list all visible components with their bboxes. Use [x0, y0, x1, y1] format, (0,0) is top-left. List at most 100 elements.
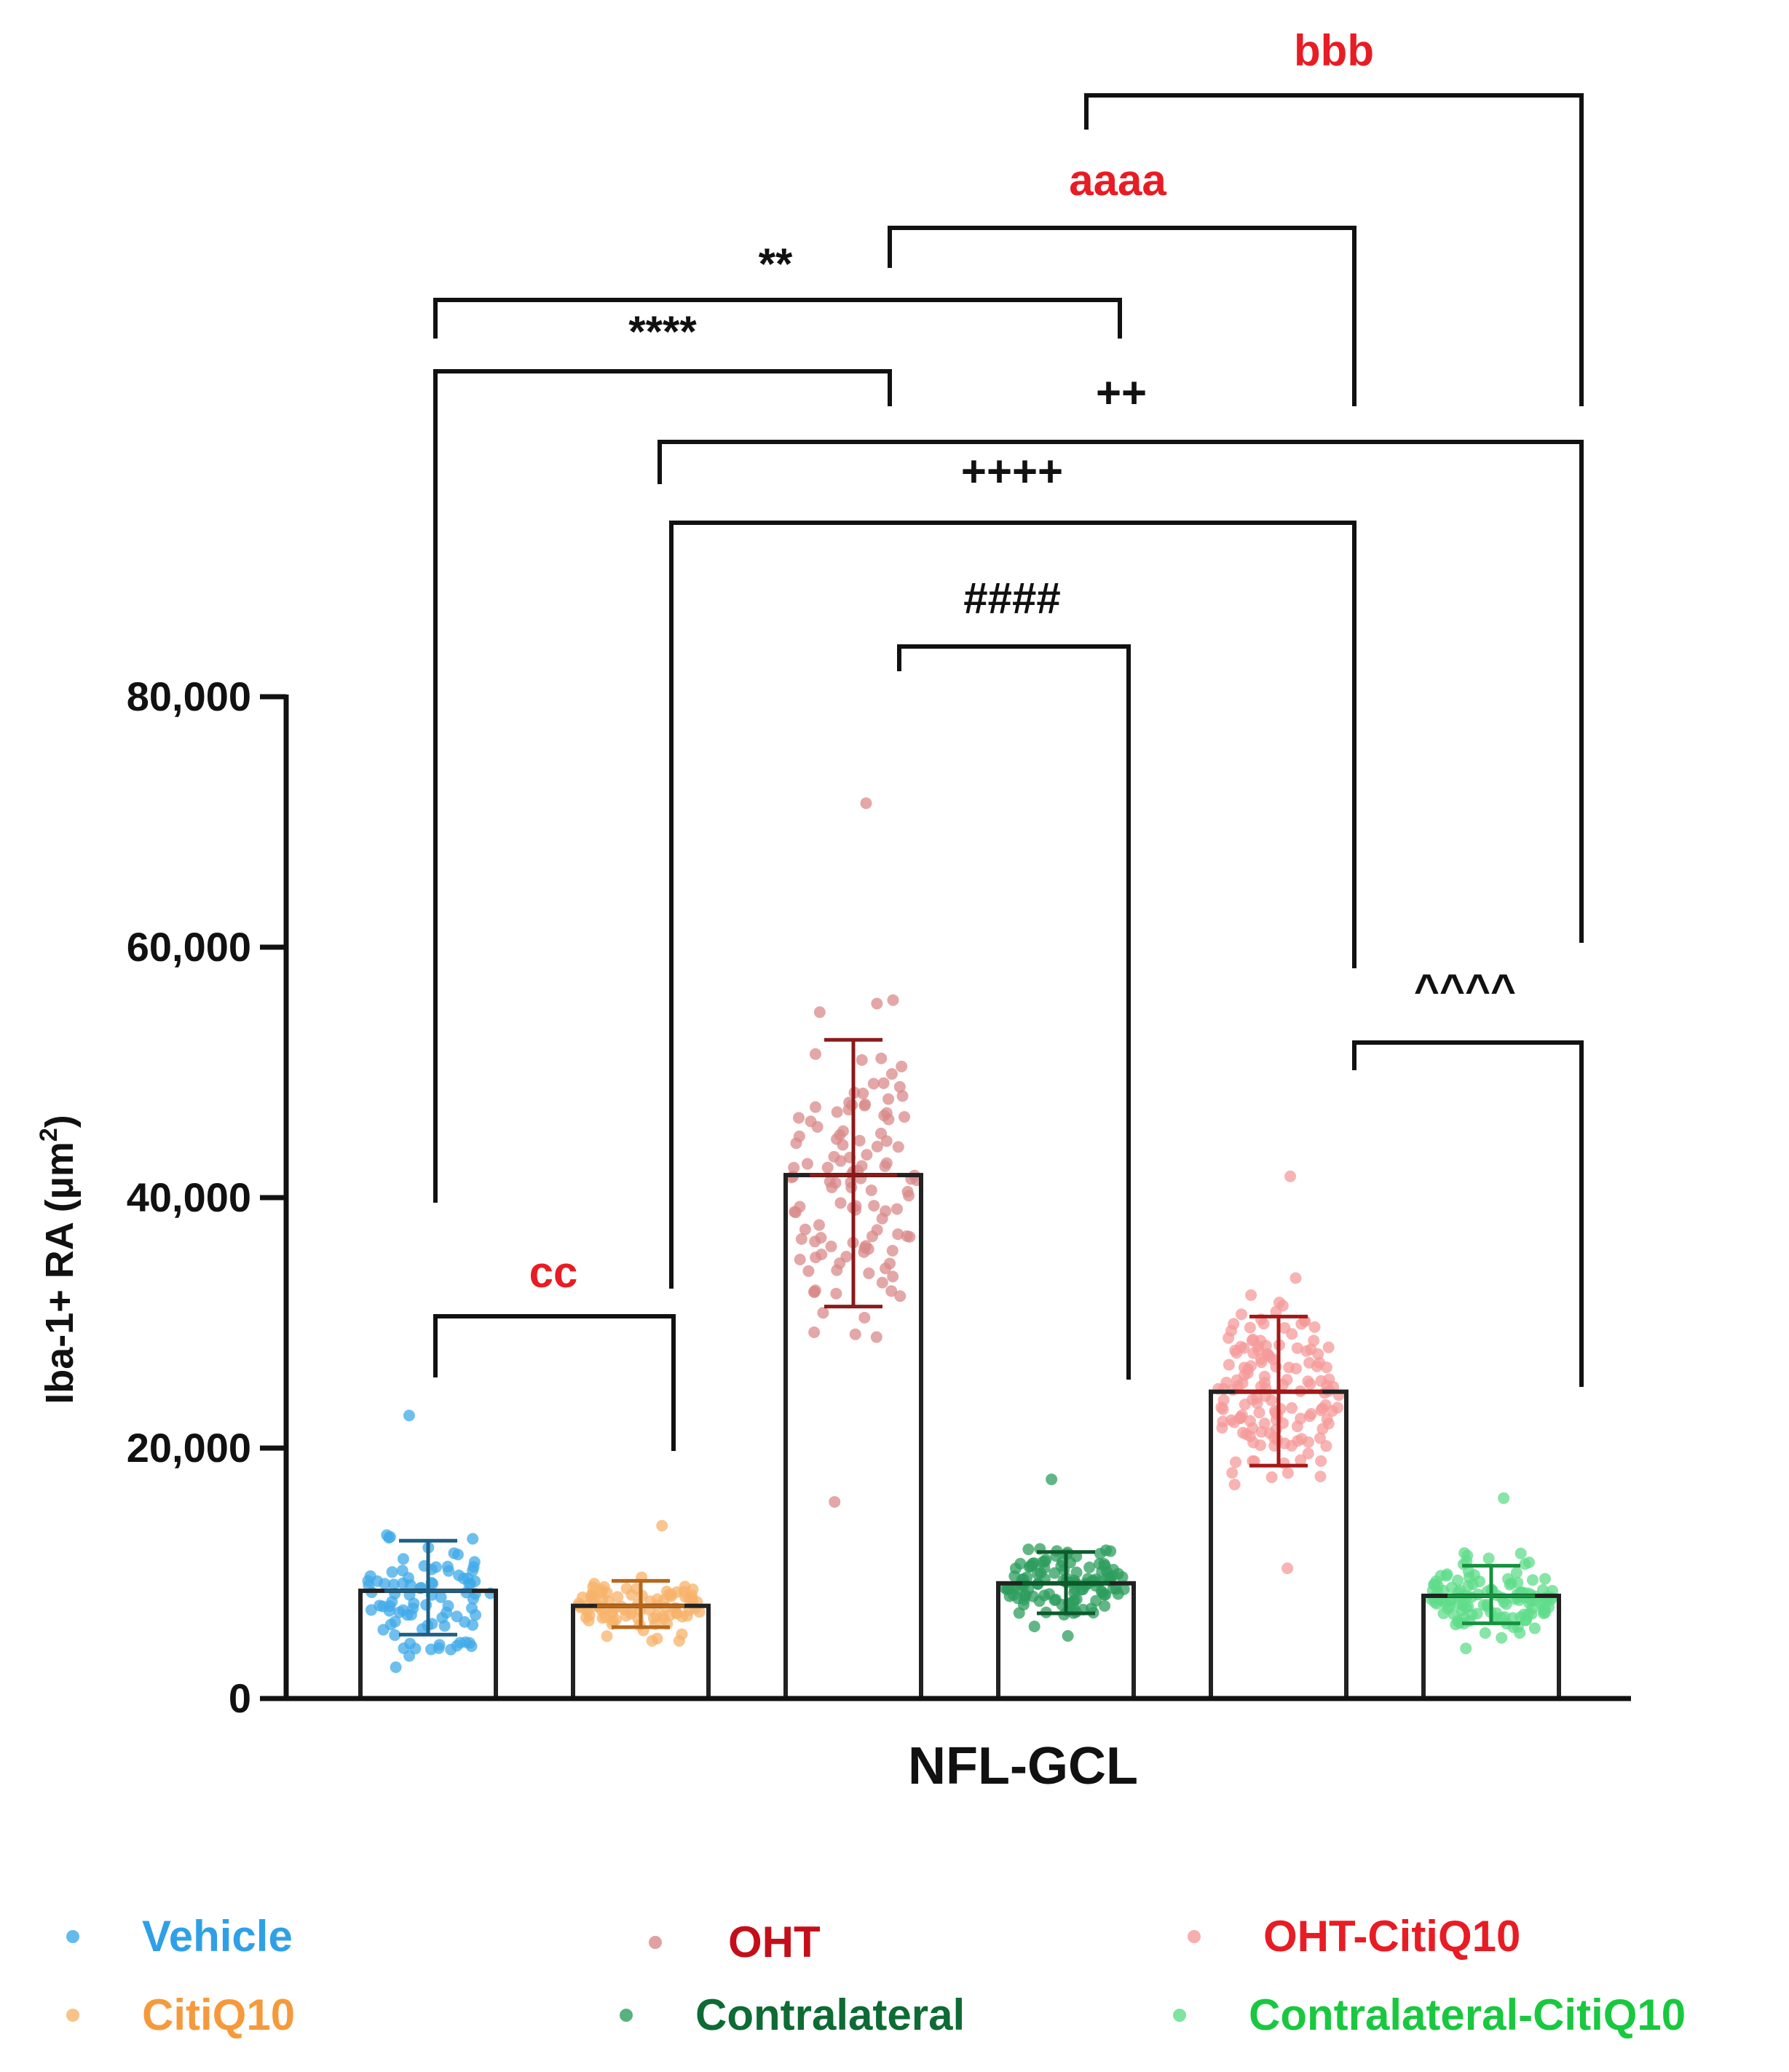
- data-point: [1286, 1328, 1298, 1340]
- data-point: [1239, 1399, 1251, 1411]
- data-point: [390, 1661, 402, 1673]
- significance-bracket: bbb: [1084, 26, 1584, 406]
- data-point: [853, 1134, 866, 1147]
- data-point: [859, 1098, 872, 1110]
- data-point: [892, 1141, 904, 1153]
- data-point: [861, 1149, 873, 1161]
- y-tick-label: 60,000: [127, 924, 251, 970]
- data-point: [845, 1182, 858, 1194]
- data-point: [1496, 1632, 1508, 1644]
- y-axis-label-close: ): [38, 1115, 82, 1128]
- data-point: [1323, 1373, 1335, 1385]
- data-point: [1526, 1574, 1539, 1586]
- legend-item: OHT-CitiQ10: [1188, 1912, 1520, 1961]
- data-point: [858, 1311, 871, 1324]
- significance-bracket: ++: [657, 368, 1584, 943]
- data-point: [377, 1600, 390, 1613]
- data-point: [813, 1006, 826, 1019]
- data-point: [1223, 1359, 1235, 1371]
- data-point: [865, 1184, 877, 1196]
- data-point: [834, 1155, 847, 1167]
- data-point: [467, 1561, 480, 1573]
- data-point: [882, 1113, 895, 1126]
- y-tick-label: 0: [229, 1675, 251, 1721]
- data-point: [1510, 1567, 1523, 1579]
- error-bar: [1235, 1314, 1322, 1468]
- bracket-line: [433, 369, 892, 1203]
- data-point: [1295, 1454, 1307, 1466]
- data-point: [435, 1591, 447, 1603]
- data-point: [1322, 1417, 1335, 1430]
- data-point: [1033, 1595, 1046, 1608]
- data-point: [1331, 1401, 1343, 1414]
- data-point: [1013, 1607, 1025, 1619]
- data-point: [441, 1560, 454, 1573]
- data-point: [1302, 1447, 1314, 1460]
- data-point: [1232, 1380, 1244, 1392]
- data-point: [825, 1241, 837, 1253]
- data-point: [863, 1267, 875, 1279]
- data-point: [606, 1606, 618, 1618]
- data-point: [880, 1135, 893, 1147]
- data-point: [408, 1597, 420, 1610]
- data-point: [1062, 1630, 1074, 1642]
- legend-item: Contralateral: [620, 1990, 965, 2039]
- error-bar: [597, 1578, 684, 1629]
- data-point: [876, 1276, 888, 1289]
- data-point: [1028, 1620, 1040, 1632]
- data-point: [1292, 1435, 1304, 1447]
- data-point: [1112, 1588, 1124, 1600]
- legend-label: Vehicle: [142, 1912, 293, 1961]
- bracket-line: [1084, 93, 1584, 406]
- legend-item: Contralateral-CitiQ10: [1173, 1990, 1686, 2039]
- data-point: [1322, 1341, 1335, 1353]
- significance-bracket: cc: [433, 1248, 676, 1451]
- data-point: [1255, 1426, 1268, 1438]
- bracket-label: **: [759, 240, 793, 288]
- data-point: [834, 1197, 847, 1209]
- data-point: [817, 1307, 829, 1319]
- data-point: [1290, 1272, 1302, 1284]
- data-point: [1314, 1432, 1326, 1444]
- data-point: [890, 1203, 903, 1215]
- bracket-label: ++++: [961, 447, 1063, 496]
- data-point: [1253, 1407, 1265, 1419]
- bracket-label: cc: [529, 1248, 578, 1297]
- legend-marker: [1188, 1930, 1201, 1943]
- data-point: [1035, 1567, 1047, 1579]
- data-point: [1046, 1474, 1058, 1485]
- legend: Vehicle CitiQ10 OHT Contralateral OHT-CitiQ1…: [66, 1912, 1686, 2039]
- data-point: [789, 1206, 801, 1218]
- data-point: [882, 1093, 895, 1105]
- data-point: [1498, 1492, 1510, 1504]
- data-point: [885, 1285, 898, 1297]
- y-axis-label: Iba-1+ RA (µm2): [35, 1115, 82, 1404]
- data-point: [625, 1608, 637, 1620]
- legend-marker: [1173, 2009, 1186, 2022]
- data-point: [1246, 1334, 1258, 1347]
- data-point: [1003, 1590, 1016, 1602]
- data-point: [1543, 1601, 1555, 1613]
- data-point: [880, 1157, 893, 1169]
- data-point: [1049, 1594, 1062, 1606]
- data-point: [1519, 1558, 1531, 1570]
- data-point: [896, 1060, 908, 1072]
- data-point: [1247, 1347, 1260, 1359]
- data-point: [887, 1270, 899, 1283]
- data-point: [1514, 1547, 1527, 1559]
- data-point: [1230, 1456, 1242, 1468]
- data-point: [403, 1650, 416, 1662]
- data-point: [463, 1637, 475, 1649]
- data-point: [868, 1200, 880, 1212]
- data-point: [805, 1115, 817, 1128]
- data-point: [1229, 1344, 1241, 1356]
- bracket-line: [1352, 1040, 1584, 1387]
- data-point: [1247, 1436, 1260, 1449]
- data-point: [386, 1566, 398, 1578]
- data-point: [875, 1052, 888, 1064]
- x-axis-label: NFL-GCL: [908, 1737, 1138, 1795]
- data-point: [1097, 1586, 1109, 1599]
- data-point: [809, 1235, 821, 1248]
- data-point: [1274, 1403, 1287, 1415]
